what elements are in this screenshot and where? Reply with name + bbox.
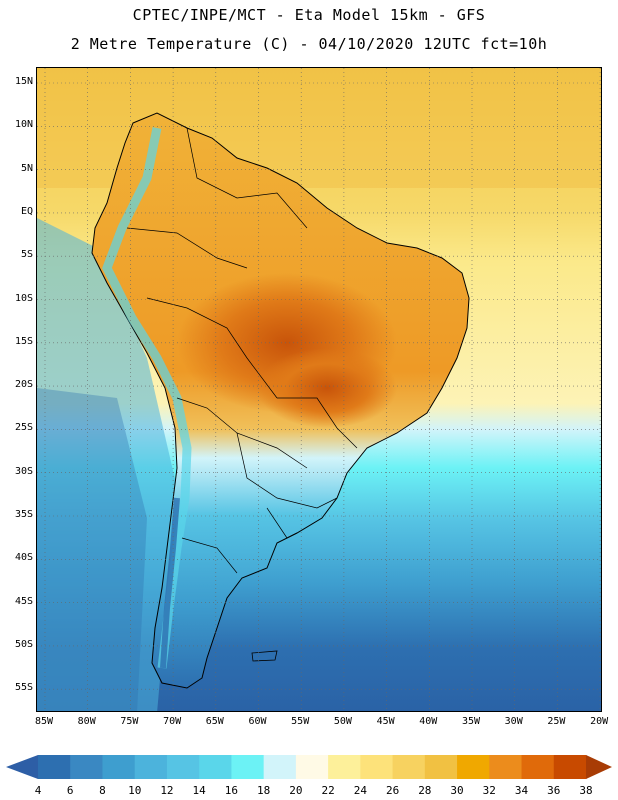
lat-label-55s: 55S: [14, 682, 33, 694]
lat-label-10n: 10N: [14, 119, 33, 131]
central-hot-region: [257, 348, 397, 428]
colorbar-segment: [424, 755, 458, 779]
colorbar-segment: [102, 755, 136, 779]
lon-label-40w: 40W: [419, 716, 438, 727]
colorbar-segment: [199, 755, 232, 779]
pacific-cool-band: [37, 218, 177, 711]
colorbar-segment: [70, 755, 103, 779]
colorbar-segment: [166, 755, 200, 779]
colorbar-label: 8: [99, 784, 106, 797]
colorbar-label: 16: [224, 784, 239, 797]
lon-label-60w: 60W: [248, 716, 267, 727]
lat-label-eq: EQ: [20, 205, 33, 217]
lon-label-80w: 80W: [77, 716, 96, 727]
lat-label-30s: 30S: [14, 465, 33, 477]
colorbar-label: 14: [192, 784, 206, 797]
colorbar-label: 18: [257, 784, 271, 797]
colorbar-label: 10: [128, 784, 142, 797]
colorbar-label: 22: [321, 784, 335, 797]
lon-label-25w: 25W: [547, 716, 566, 727]
pacific-cold-band: [37, 388, 147, 711]
colorbar-label: 4: [34, 784, 42, 797]
map-title-line-2: 2 Metre Temperature (C) - 04/10/2020 12U…: [70, 35, 548, 53]
colorbar-label: 28: [418, 784, 432, 797]
colorbar-segment: [457, 755, 490, 779]
map-title-line-1: CPTEC/INPE/MCT - Eta Model 15km - GFS: [132, 6, 486, 24]
lon-label-50w: 50W: [333, 716, 352, 727]
colorbar-segment: [360, 755, 394, 779]
colorbar-label: 12: [160, 784, 174, 797]
falkland-islands: [251, 650, 278, 662]
colorbar-label: 36: [547, 784, 561, 797]
colorbar-segment: [392, 755, 426, 779]
colorbar-label: 38: [579, 784, 593, 797]
colorbar-segment: [328, 755, 361, 779]
colorbar-segment: [295, 755, 329, 779]
colorbar-label: 34: [514, 784, 529, 797]
lat-label-25s: 25S: [14, 422, 33, 434]
temperature-colorbar: [6, 755, 612, 779]
lat-label-15n: 15N: [14, 76, 33, 87]
lat-label-45s: 45S: [14, 595, 33, 607]
lat-label-20s: 20S: [14, 379, 33, 391]
lon-label-20w: 20W: [590, 716, 609, 727]
lat-label-5n: 5N: [20, 162, 33, 174]
colorbar-max-arrow: [586, 755, 612, 779]
colorbar-min-arrow: [6, 755, 38, 779]
lat-label-35s: 35S: [14, 509, 33, 520]
colorbar-label: 20: [289, 784, 303, 797]
colorbar-segment: [38, 755, 71, 779]
lat-label-40s: 40S: [14, 552, 33, 564]
lon-label-70w: 70W: [163, 716, 182, 727]
colorbar-segment: [134, 755, 168, 779]
colorbar-segment: [489, 755, 523, 779]
lon-label-65w: 65W: [205, 716, 224, 727]
colorbar-segment: [521, 755, 555, 779]
colorbar-segment: [263, 755, 297, 779]
andes-cold-strip: [160, 497, 180, 669]
colorbar-segment: [553, 755, 587, 779]
lat-label-10s: 10S: [14, 292, 33, 304]
andes-cool-strip: [102, 127, 192, 669]
lat-label-50s: 50S: [14, 638, 33, 650]
colorbar-label: 30: [450, 784, 464, 797]
lat-label-15s: 15S: [14, 335, 33, 347]
lon-label-55w: 55W: [291, 716, 310, 727]
colorbar-label: 32: [482, 784, 496, 797]
colorbar-segment: [231, 755, 265, 779]
lon-label-85w: 85W: [34, 716, 54, 727]
colorbar-label: 6: [66, 784, 74, 797]
lat-label-5s: 5S: [20, 249, 33, 261]
temperature-map: [37, 68, 601, 711]
country-borders: [126, 127, 358, 574]
lon-label-30w: 30W: [504, 716, 523, 727]
colorbar-label: 26: [385, 784, 400, 797]
map-frame: [36, 67, 602, 712]
lon-label-75w: 75W: [120, 716, 139, 727]
lon-label-45w: 45W: [376, 716, 395, 727]
colorbar-label: 24: [353, 784, 367, 797]
lon-label-35w: 35W: [461, 716, 481, 727]
